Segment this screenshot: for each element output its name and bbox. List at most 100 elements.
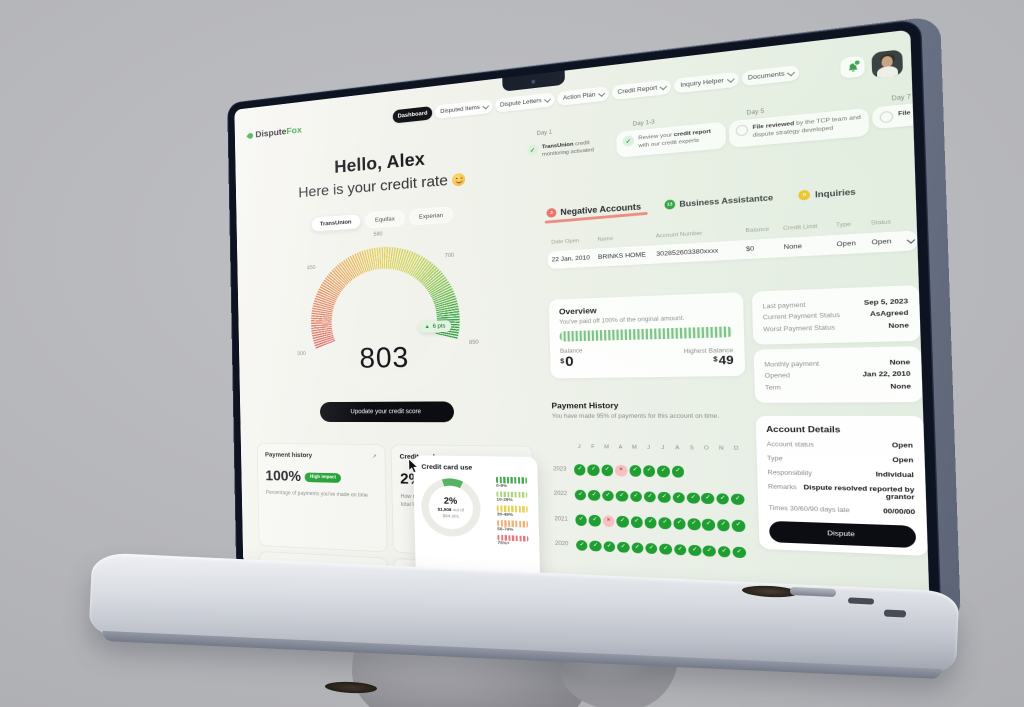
detail-row: Current Payment Status AsAgreed bbox=[763, 310, 909, 322]
legend-label: 30-49% bbox=[496, 512, 514, 518]
payment-ontime-icon: ✓ bbox=[601, 489, 615, 502]
payment-ontime-icon: ✓ bbox=[615, 490, 628, 502]
detail-label: Current Payment Status bbox=[762, 311, 841, 322]
payoff-progress-bar bbox=[559, 326, 733, 342]
nav-tab-credit-report[interactable]: Credit Report bbox=[611, 79, 672, 101]
impact-badge: High impact bbox=[304, 472, 342, 483]
payment-late-icon: × bbox=[614, 464, 628, 477]
nav-tab-documents[interactable]: Documents bbox=[741, 64, 800, 87]
avatar[interactable] bbox=[871, 49, 904, 79]
payment-late-icon: × bbox=[602, 515, 615, 527]
cell: Open bbox=[871, 238, 892, 247]
detail-label: Last payment bbox=[762, 301, 806, 310]
brand-logo[interactable]: DisputeFox bbox=[246, 125, 302, 141]
laptop: DisputeFox Dashboard Disputed Items Disput… bbox=[228, 15, 962, 627]
payment-ontime-icon: ✓ bbox=[575, 514, 588, 526]
detail-value: Open bbox=[891, 442, 914, 450]
legend-item: 0-9% bbox=[495, 476, 529, 489]
leaf-icon bbox=[246, 131, 255, 140]
chevron-down-icon bbox=[544, 96, 551, 103]
section-tab-negative-accounts[interactable]: 3 Negative Accounts bbox=[546, 202, 641, 218]
timeline-text: File reviewed by the TCP team and disput… bbox=[752, 114, 861, 140]
nav-tab-dispute-letters[interactable]: Dispute Letters bbox=[494, 92, 555, 113]
nav-tab-label: Dashboard bbox=[397, 110, 428, 120]
detail-label: Account status bbox=[766, 441, 814, 449]
column-header: Balance bbox=[745, 226, 770, 235]
cell: None bbox=[783, 242, 803, 252]
arrow-up-icon: ▲ bbox=[424, 323, 430, 330]
account-details-rows: Account status Open Type Open Responsibility… bbox=[767, 441, 916, 516]
payment-ontime-icon: ✓ bbox=[587, 464, 600, 476]
legend-bar bbox=[495, 476, 527, 484]
payment-ontime-icon: ✓ bbox=[717, 545, 731, 558]
check-icon: ✓ bbox=[622, 135, 635, 147]
timeline-text: File and bbox=[898, 108, 925, 118]
usage-amount: $1,508 out of bbox=[438, 507, 465, 512]
check-icon: ✓ bbox=[527, 144, 539, 156]
detail-label: Remarks bbox=[767, 483, 797, 492]
section-tab-inquiries[interactable]: 0 Inquiries bbox=[798, 186, 856, 201]
month-label: N bbox=[718, 445, 724, 452]
column-header: Date Open bbox=[551, 238, 580, 246]
payment-ontime-icon: ✓ bbox=[701, 492, 715, 505]
legend-item: 75%+ bbox=[497, 534, 530, 548]
nav-tab-label: Documents bbox=[747, 70, 785, 82]
gauge-ticks: 300 450 580 700 850 bbox=[295, 231, 479, 357]
stat-value: 100% bbox=[265, 467, 302, 485]
payment-ontime-icon: ✓ bbox=[688, 544, 702, 557]
usage-percent: 2% bbox=[443, 495, 458, 507]
payment-ontime-icon: ✓ bbox=[601, 464, 614, 476]
payment-ontime-icon: ✓ bbox=[731, 519, 746, 532]
notifications-button[interactable] bbox=[840, 55, 865, 79]
screen: DisputeFox Dashboard Disputed Items Disput… bbox=[234, 29, 930, 603]
stat-card-payment-history[interactable]: Payment history ↗ 100% High impact Percentag… bbox=[256, 442, 388, 553]
nav-tab-dashboard[interactable]: Dashboard bbox=[392, 105, 433, 124]
chevron-down-icon bbox=[482, 103, 489, 110]
detail-value: 00/00/00 bbox=[883, 507, 916, 517]
chevron-down-icon bbox=[907, 236, 915, 244]
overview-footer: Balance $0 Highest Balance $49 bbox=[560, 344, 734, 370]
month-label: A bbox=[618, 444, 623, 451]
payment-ontime-icon: ✓ bbox=[673, 517, 686, 530]
chevron-down-icon bbox=[660, 83, 668, 90]
section-tab-business-assistantce[interactable]: 13 Business Assistantce bbox=[664, 192, 773, 210]
detail-row: Last payment Sep 5, 2023 bbox=[762, 298, 908, 310]
bureau-pill-transunion[interactable]: TransUnion bbox=[310, 213, 362, 233]
month-spacer bbox=[553, 444, 573, 450]
legend-label: 75%+ bbox=[497, 541, 510, 547]
currency-symbol: $ bbox=[713, 356, 718, 364]
usage-limit: $84,301 bbox=[442, 513, 460, 520]
avatar-body bbox=[876, 65, 899, 79]
gauge-tick-label: 450 bbox=[306, 264, 316, 272]
update-score-button[interactable]: Upodate your credit score bbox=[319, 401, 455, 423]
month-label: A bbox=[675, 445, 680, 452]
month-label: D bbox=[733, 445, 739, 452]
year-label: 2022 bbox=[553, 491, 568, 498]
nav-tab-action-plan[interactable]: Action Plan bbox=[557, 86, 609, 106]
payment-year-row: 2020 ✓ ✓ ✓ ✓ ✓ ✓ ✓ ✓ ✓ ✓ ✓ ✓ bbox=[555, 539, 758, 559]
detail-row: Times 30/60/90 days late 00/00/00 bbox=[769, 505, 916, 517]
payment-ontime-icon: ✓ bbox=[575, 539, 588, 551]
bureau-pill-experian[interactable]: Experian bbox=[408, 206, 454, 226]
bureau-pill-equifax[interactable]: Equifax bbox=[365, 209, 405, 229]
port-slot bbox=[847, 597, 875, 605]
column-header: Type bbox=[835, 221, 852, 229]
payment-ontime-icon: ✓ bbox=[643, 490, 657, 503]
year-label: 2023 bbox=[553, 466, 567, 473]
payment-ontime-icon: ✓ bbox=[702, 544, 716, 557]
credit-score-value: 803 bbox=[359, 341, 410, 374]
legend-label: 0-9% bbox=[496, 483, 508, 489]
dispute-button[interactable]: Dispute bbox=[769, 520, 917, 549]
cell: BRINKS HOME bbox=[597, 251, 646, 261]
payment-history-title: Payment History bbox=[551, 400, 619, 411]
detail-label: Responsibility bbox=[767, 469, 813, 478]
detail-label: Times 30/60/90 days late bbox=[768, 504, 850, 515]
legend-item: 10-29% bbox=[496, 491, 529, 504]
detail-label: Opened bbox=[764, 372, 791, 380]
payment-ontime-icon: ✓ bbox=[658, 517, 672, 529]
brand-name: DisputeFox bbox=[255, 125, 302, 140]
nav-tab-inquiry-helper[interactable]: Inquiry Helper bbox=[674, 71, 739, 94]
timeline-text: Review your credit report with our credi… bbox=[638, 128, 712, 150]
nav-tab-disputed-items[interactable]: Disputed Items bbox=[435, 99, 493, 120]
account-details-card: Account Details Account status Open Type Op… bbox=[755, 415, 928, 556]
